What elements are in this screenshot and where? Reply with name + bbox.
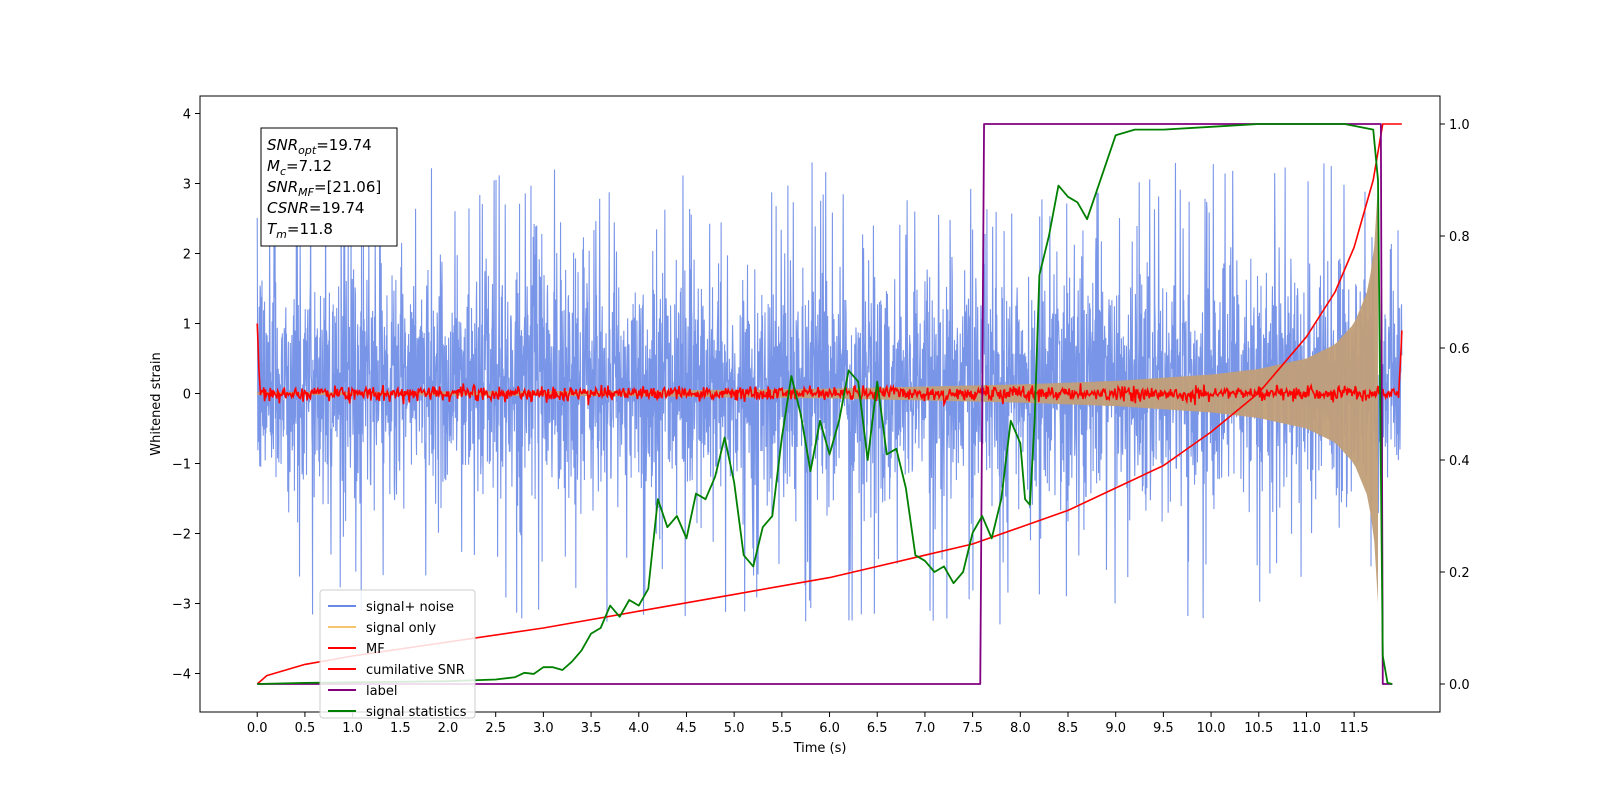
legend-label-text: signal statistics [366,705,467,720]
x-tick-label: 3.5 [581,721,602,736]
stats-annotation-box: SNRopt=19.74Mc=7.12SNRMF=[21.06]CSNR=19.… [260,127,398,247]
y-tick-label: −4 [172,668,191,683]
legend-label-text: signal only [366,621,436,636]
legend: signal+ noise signal only MF cumilative SNR… [319,589,476,720]
x-tick-label: 6.5 [867,721,888,736]
series-signal-only-area [257,183,1379,604]
plot-frame [199,95,1441,713]
right-axis-ticks: 0.0 0.2 0.4 0.6 0.8 1.0 [1440,118,1470,693]
x-tick-label: 4.5 [676,721,697,736]
y-tick-label: 4 [183,108,191,123]
annotation-line: Mc=7.12 [267,157,332,178]
legend-label: label [328,684,397,699]
x-tick-label: 1.5 [390,721,411,736]
x-tick-label: 8.5 [1058,721,1079,736]
y-tick-label: −1 [172,458,191,473]
y-tick-label: −2 [172,528,191,543]
series-signal-noise-line [256,162,1403,625]
right-tick-label: 0.2 [1449,566,1470,581]
x-tick-label: 7.5 [962,721,983,736]
annotation-line: Tm=11.8 [267,220,333,241]
y-tick-label: 1 [183,318,191,333]
legend-label-text: MF [366,642,385,657]
x-tick-label: 11.5 [1340,721,1369,736]
legend-mf: MF [328,642,385,657]
x-tick-label: 0.5 [295,721,316,736]
series-signal-statistics-line [257,123,1393,685]
right-tick-label: 1.0 [1449,118,1470,133]
x-tick-label: 0.0 [247,721,268,736]
annotation-line: CSNR=19.74 [267,199,364,217]
right-tick-label: 0.0 [1449,678,1470,693]
x-tick-label: 2.5 [485,721,506,736]
legend-frame [319,589,476,719]
series-label-line [257,123,1393,685]
x-axis-ticks: 0.0 0.5 1.0 1.5 2.0 2.5 3.0 3.5 4.0 4.5 5.0 5.5 6.0 6… [247,712,1369,736]
x-tick-label: 9.0 [1105,721,1126,736]
legend-signal-statistics: signal statistics [328,705,467,720]
annotation-line: SNRopt=19.74 [267,136,372,157]
x-tick-label: 10.0 [1197,721,1226,736]
legend-signal-only: signal only [328,621,436,636]
y-tick-label: 3 [183,178,191,193]
legend-cumulative-snr: cumilative SNR [328,663,465,678]
x-tick-label: 11.0 [1292,721,1321,736]
x-tick-label: 8.0 [1010,721,1031,736]
x-tick-label: 7.0 [915,721,936,736]
y-tick-label: 0 [183,388,191,403]
annotation-line: SNRMF=[21.06] [267,178,381,199]
legend-label-text: cumilative SNR [366,663,465,678]
x-tick-label: 5.5 [772,721,793,736]
y-axis-ticks: −4 −3 −2 −1 0 1 2 3 4 [172,108,200,683]
y-tick-label: −3 [172,598,191,613]
x-tick-label: 10.5 [1244,721,1273,736]
right-tick-label: 0.4 [1449,454,1470,469]
x-tick-label: 1.0 [342,721,363,736]
right-tick-label: 0.6 [1449,342,1470,357]
x-tick-label: 2.0 [438,721,459,736]
legend-label-text: label [366,684,397,699]
x-tick-label: 6.0 [819,721,840,736]
y-tick-label: 2 [183,248,191,263]
right-tick-label: 0.8 [1449,230,1470,245]
y-axis-label: Whitened strain [149,352,164,455]
x-tick-label: 3.0 [533,721,554,736]
x-tick-label: 9.5 [1153,721,1174,736]
x-axis-label: Time (s) [793,741,847,756]
legend-signal-noise: signal+ noise [328,600,454,615]
legend-label-text: signal+ noise [366,600,454,615]
x-tick-label: 5.0 [724,721,745,736]
series-mf-line [256,323,1403,408]
annotation-box-frame [260,127,398,247]
x-tick-label: 4.0 [628,721,649,736]
